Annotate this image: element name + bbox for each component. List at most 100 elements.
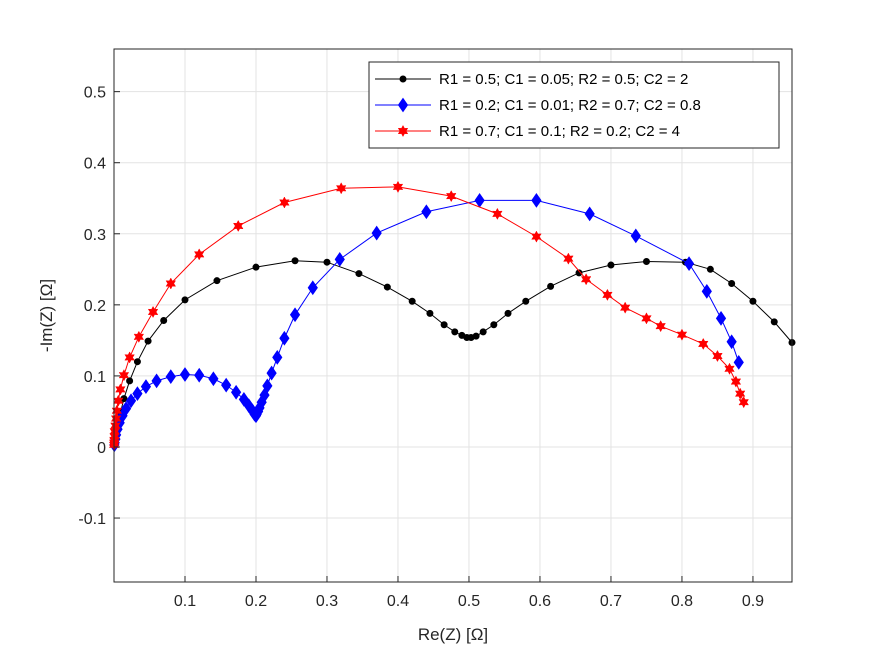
x-tick-label: 0.6 bbox=[529, 593, 551, 610]
data-point bbox=[144, 337, 152, 345]
legend-marker bbox=[399, 75, 407, 83]
data-point bbox=[607, 261, 615, 269]
data-point bbox=[749, 297, 757, 305]
data-point bbox=[531, 230, 542, 243]
data-point bbox=[291, 257, 299, 265]
data-point bbox=[115, 383, 126, 396]
data-point bbox=[208, 371, 219, 387]
x-tick-label: 0.3 bbox=[316, 593, 338, 610]
legend-marker bbox=[397, 124, 409, 138]
data-point bbox=[440, 321, 448, 329]
x-tick-label: 0.2 bbox=[245, 593, 267, 610]
data-point bbox=[698, 337, 709, 350]
data-point bbox=[165, 277, 177, 290]
series-3 bbox=[108, 180, 749, 451]
series-layer bbox=[108, 180, 796, 453]
legend-box bbox=[368, 61, 780, 149]
data-point bbox=[575, 269, 583, 277]
data-point bbox=[580, 273, 592, 286]
data-point bbox=[504, 309, 512, 317]
data-point bbox=[630, 228, 641, 244]
data-point bbox=[231, 384, 242, 400]
data-point bbox=[445, 190, 457, 203]
data-point bbox=[132, 386, 143, 402]
legend: R1 = 0.5; C1 = 0.05; R2 = 0.5; C2 = 2 R1 … bbox=[368, 61, 780, 149]
series-line bbox=[113, 260, 793, 445]
data-point bbox=[266, 365, 277, 381]
data-point bbox=[730, 375, 742, 388]
data-point bbox=[728, 280, 736, 288]
data-point bbox=[655, 320, 666, 333]
y-axis-label: -Im(Z) [Ω] bbox=[37, 279, 56, 352]
data-point bbox=[307, 280, 318, 296]
data-point bbox=[334, 251, 345, 267]
data-point bbox=[563, 252, 574, 265]
data-point bbox=[371, 225, 382, 241]
x-tick-label: 0.9 bbox=[742, 593, 764, 610]
data-point bbox=[547, 282, 555, 290]
data-point bbox=[426, 309, 434, 317]
data-point bbox=[323, 258, 331, 266]
data-point bbox=[770, 318, 778, 326]
legend-entry: R1 = 0.7; C1 = 0.1; R2 = 0.2; C2 = 4 bbox=[375, 123, 680, 140]
x-tick-label: 0.4 bbox=[387, 593, 409, 610]
data-point bbox=[584, 206, 595, 222]
y-tick-label: -0.1 bbox=[78, 511, 106, 528]
data-point bbox=[238, 391, 250, 407]
data-point bbox=[712, 349, 723, 363]
data-point bbox=[133, 330, 145, 343]
data-point bbox=[289, 307, 301, 323]
data-point bbox=[151, 373, 162, 389]
data-point bbox=[179, 367, 191, 382]
x-axis-label: Re(Z) [Ω] bbox=[418, 625, 488, 644]
y-tick-label: 0.5 bbox=[84, 85, 106, 102]
data-point bbox=[133, 358, 141, 366]
data-point bbox=[619, 301, 631, 314]
data-point bbox=[726, 334, 737, 350]
data-point bbox=[676, 328, 688, 341]
data-point bbox=[335, 182, 347, 195]
y-tick-label: 0.3 bbox=[84, 227, 106, 244]
data-point bbox=[734, 387, 746, 400]
legend-label: R1 = 0.2; C1 = 0.01; R2 = 0.7; C2 = 0.8 bbox=[439, 97, 701, 114]
data-point bbox=[194, 367, 205, 383]
y-tick-label: 0.1 bbox=[84, 369, 106, 386]
data-point bbox=[421, 204, 432, 220]
data-point bbox=[738, 396, 749, 409]
y-tick-label: 0.2 bbox=[84, 298, 106, 315]
data-point bbox=[522, 297, 530, 305]
x-tick-label: 0.7 bbox=[600, 593, 622, 610]
data-point bbox=[641, 312, 652, 325]
y-tick-label: 0.4 bbox=[84, 156, 106, 173]
data-point bbox=[490, 321, 498, 329]
data-point bbox=[683, 256, 695, 271]
data-point bbox=[193, 248, 205, 261]
data-point bbox=[355, 270, 363, 278]
legend-entry: R1 = 0.5; C1 = 0.05; R2 = 0.5; C2 = 2 bbox=[375, 71, 688, 88]
data-point bbox=[602, 288, 613, 301]
x-tick-label: 0.1 bbox=[174, 593, 196, 610]
data-point bbox=[408, 297, 416, 305]
data-point bbox=[181, 296, 189, 304]
data-point bbox=[126, 377, 134, 385]
data-point bbox=[383, 283, 391, 291]
data-point bbox=[715, 310, 727, 326]
data-point bbox=[160, 316, 168, 324]
legend-entry: R1 = 0.2; C1 = 0.01; R2 = 0.7; C2 = 0.8 bbox=[375, 97, 701, 114]
data-point bbox=[272, 350, 283, 365]
data-point bbox=[479, 328, 487, 336]
data-point bbox=[233, 219, 244, 233]
data-point bbox=[140, 379, 152, 394]
legend-marker bbox=[397, 97, 409, 113]
data-point bbox=[213, 277, 221, 285]
data-point bbox=[701, 283, 712, 299]
data-point bbox=[451, 328, 459, 336]
data-point bbox=[279, 196, 290, 209]
data-point bbox=[392, 180, 404, 193]
x-tick-label: 0.5 bbox=[458, 593, 480, 610]
legend-label: R1 = 0.7; C1 = 0.1; R2 = 0.2; C2 = 4 bbox=[439, 123, 680, 140]
data-point bbox=[165, 369, 176, 384]
axes-frame bbox=[113, 48, 793, 583]
data-point bbox=[642, 257, 650, 265]
x-tick-label: 0.8 bbox=[671, 593, 693, 610]
